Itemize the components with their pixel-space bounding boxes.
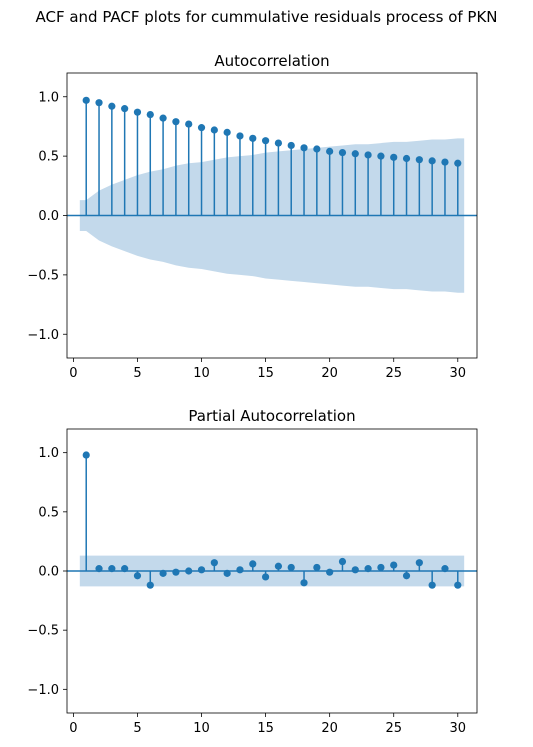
- acf-xtick-label: 5: [133, 366, 141, 381]
- pacf-point: [172, 568, 180, 576]
- pacf-xtick-label: 10: [193, 721, 210, 736]
- acf-point: [236, 132, 244, 140]
- pacf-point: [390, 561, 398, 569]
- pacf-ytick-label: −1.0: [27, 683, 59, 698]
- acf-point: [261, 137, 270, 145]
- pacf-point: [236, 566, 244, 574]
- pacf-point: [300, 579, 308, 587]
- pacf-xtick-label: 15: [257, 721, 274, 736]
- acf-ytick-label: −0.5: [27, 268, 59, 283]
- pacf-point: [108, 565, 116, 573]
- pacf-ytick-label: 0.0: [38, 565, 59, 580]
- pacf-point: [441, 565, 449, 573]
- acf-point: [197, 124, 206, 132]
- pacf-point: [197, 566, 206, 574]
- pacf-xtick-label: 5: [133, 721, 141, 736]
- pacf-point: [223, 569, 231, 577]
- acf-point: [428, 157, 436, 165]
- pacf-point: [364, 565, 372, 573]
- acf-point: [390, 153, 398, 161]
- pacf-point: [402, 572, 411, 580]
- pacf-point: [428, 581, 436, 589]
- acf-point: [377, 152, 385, 160]
- pacf-point: [95, 565, 103, 573]
- pacf-point: [210, 559, 218, 567]
- acf-point: [172, 118, 180, 126]
- acf-ytick-label: 1.0: [38, 90, 59, 105]
- acf-point: [313, 145, 321, 153]
- acf-point: [108, 102, 116, 110]
- pacf-point: [338, 557, 347, 566]
- pacf-xtick-label: 0: [69, 721, 77, 736]
- acf-xtick-label: 25: [385, 366, 402, 381]
- acf-point: [95, 99, 103, 107]
- acf-point: [159, 114, 167, 122]
- acf-point: [146, 110, 154, 119]
- pacf-point: [133, 572, 142, 580]
- acf-ytick-label: −1.0: [27, 328, 59, 343]
- acf-xtick-label: 20: [321, 366, 338, 381]
- acf-point: [326, 147, 334, 155]
- acf-panel: Autocorrelation 0 5 10 15 20 25 30 −1.0 −0.5 0.0 0…: [27, 52, 478, 381]
- acf-point: [415, 156, 423, 164]
- pacf-ytick-label: −0.5: [27, 624, 59, 639]
- pacf-ytick-label: 1.0: [38, 446, 59, 461]
- pacf-title: Partial Autocorrelation: [188, 407, 355, 425]
- pacf-point: [249, 560, 257, 568]
- pacf-point: [261, 573, 270, 581]
- pacf-point: [121, 565, 129, 573]
- figure-title: ACF and PACF plots for cummulative resid…: [35, 8, 498, 26]
- acf-point: [300, 144, 308, 152]
- pacf-xtick-label: 20: [321, 721, 338, 736]
- pacf-point: [313, 563, 321, 572]
- acf-ytick-label: 0.0: [38, 209, 59, 224]
- pacf-point: [287, 563, 295, 572]
- acf-xtick-label: 0: [69, 366, 77, 381]
- acf-point: [364, 151, 372, 159]
- pacf-point: [377, 563, 385, 572]
- pacf-point: [351, 566, 359, 574]
- acf-point: [441, 158, 449, 166]
- acf-point: [133, 108, 142, 116]
- acf-point: [274, 139, 283, 147]
- acf-point: [249, 134, 257, 142]
- acf-ytick-label: 0.5: [38, 150, 59, 165]
- acf-point: [338, 148, 347, 157]
- pacf-point: [185, 567, 193, 575]
- pacf-xtick-label: 25: [385, 721, 402, 736]
- acf-point: [223, 128, 231, 136]
- pacf-point: [326, 568, 334, 576]
- acf-point: [287, 141, 295, 150]
- pacf-panel: Partial Autocorrelation 0 5 10 15 20 25 30 −1.0…: [27, 407, 478, 736]
- pacf-point: [274, 562, 283, 570]
- acf-point: [82, 96, 90, 104]
- pacf-point: [82, 451, 90, 459]
- acf-point: [402, 154, 411, 163]
- acf-xtick-label: 30: [450, 366, 467, 381]
- pacf-point: [415, 559, 423, 567]
- acf-point: [121, 105, 129, 113]
- pacf-point: [159, 569, 167, 577]
- acf-point: [210, 126, 218, 134]
- pacf-ytick-label: 0.5: [38, 505, 59, 520]
- pacf-point: [146, 581, 154, 589]
- acf-xtick-label: 15: [257, 366, 274, 381]
- acf-point: [185, 120, 193, 128]
- acf-xtick-label: 10: [193, 366, 210, 381]
- acf-title: Autocorrelation: [214, 52, 329, 70]
- acf-point: [351, 150, 359, 158]
- pacf-point: [454, 581, 462, 589]
- pacf-xtick-label: 30: [450, 721, 467, 736]
- acf-point: [454, 159, 462, 167]
